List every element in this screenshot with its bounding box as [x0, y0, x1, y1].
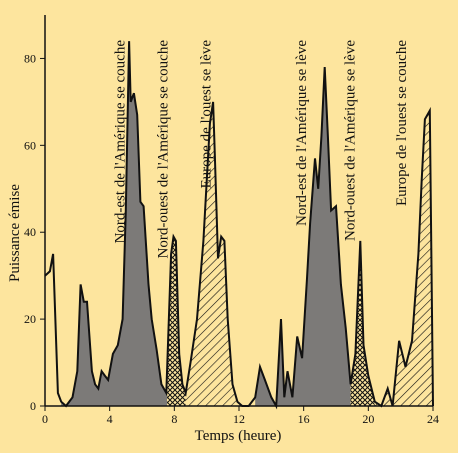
x-tick-label: 24: [427, 412, 439, 426]
x-axis-label: Temps (heure): [195, 428, 282, 444]
y-tick-label: 60: [24, 138, 36, 152]
x-tick-label: 16: [298, 412, 310, 426]
hatch-region-europe-sets: [374, 110, 433, 407]
axes: [44, 15, 433, 407]
region-annotation-2: Nord-ouest de l'Amérique se couche: [156, 40, 172, 259]
x-tick-label: 4: [107, 412, 113, 426]
crosshatch-region-nw-america-sets: [167, 236, 186, 406]
region-annotation-4: Nord-est de l'Amérique se lève: [294, 40, 310, 226]
y-tick-label: 40: [24, 225, 36, 239]
power-series-line: [44, 41, 434, 410]
region-annotation-6: Europe de l'ouest se couche: [394, 40, 410, 206]
ticks: 0 4 8 12 16 20 24 0 20 40 60 80: [24, 51, 439, 426]
x-tick-label: 12: [233, 412, 245, 426]
x-tick-label: 0: [42, 412, 48, 426]
y-tick-label: 80: [24, 51, 36, 65]
x-tick-label: 20: [362, 412, 374, 426]
hatch-region-europe-rises: [185, 101, 256, 406]
annotations: Nord-est de l'Amérique se couche Nord-oue…: [113, 40, 410, 259]
y-axis-label: Puissance émise: [7, 184, 23, 282]
x-tick-label: 8: [171, 412, 177, 426]
dark-region-ne-america-rises: [255, 67, 351, 406]
region-annotation-5: Nord-ouest de l'Amérique se lève: [342, 40, 358, 241]
y-tick-label: 0: [30, 399, 36, 413]
region-annotation-3: Europe de l'ouest se lève: [198, 40, 214, 189]
region-annotation-1: Nord-est de l'Amérique se couche: [113, 40, 129, 244]
y-tick-label: 20: [24, 312, 36, 326]
